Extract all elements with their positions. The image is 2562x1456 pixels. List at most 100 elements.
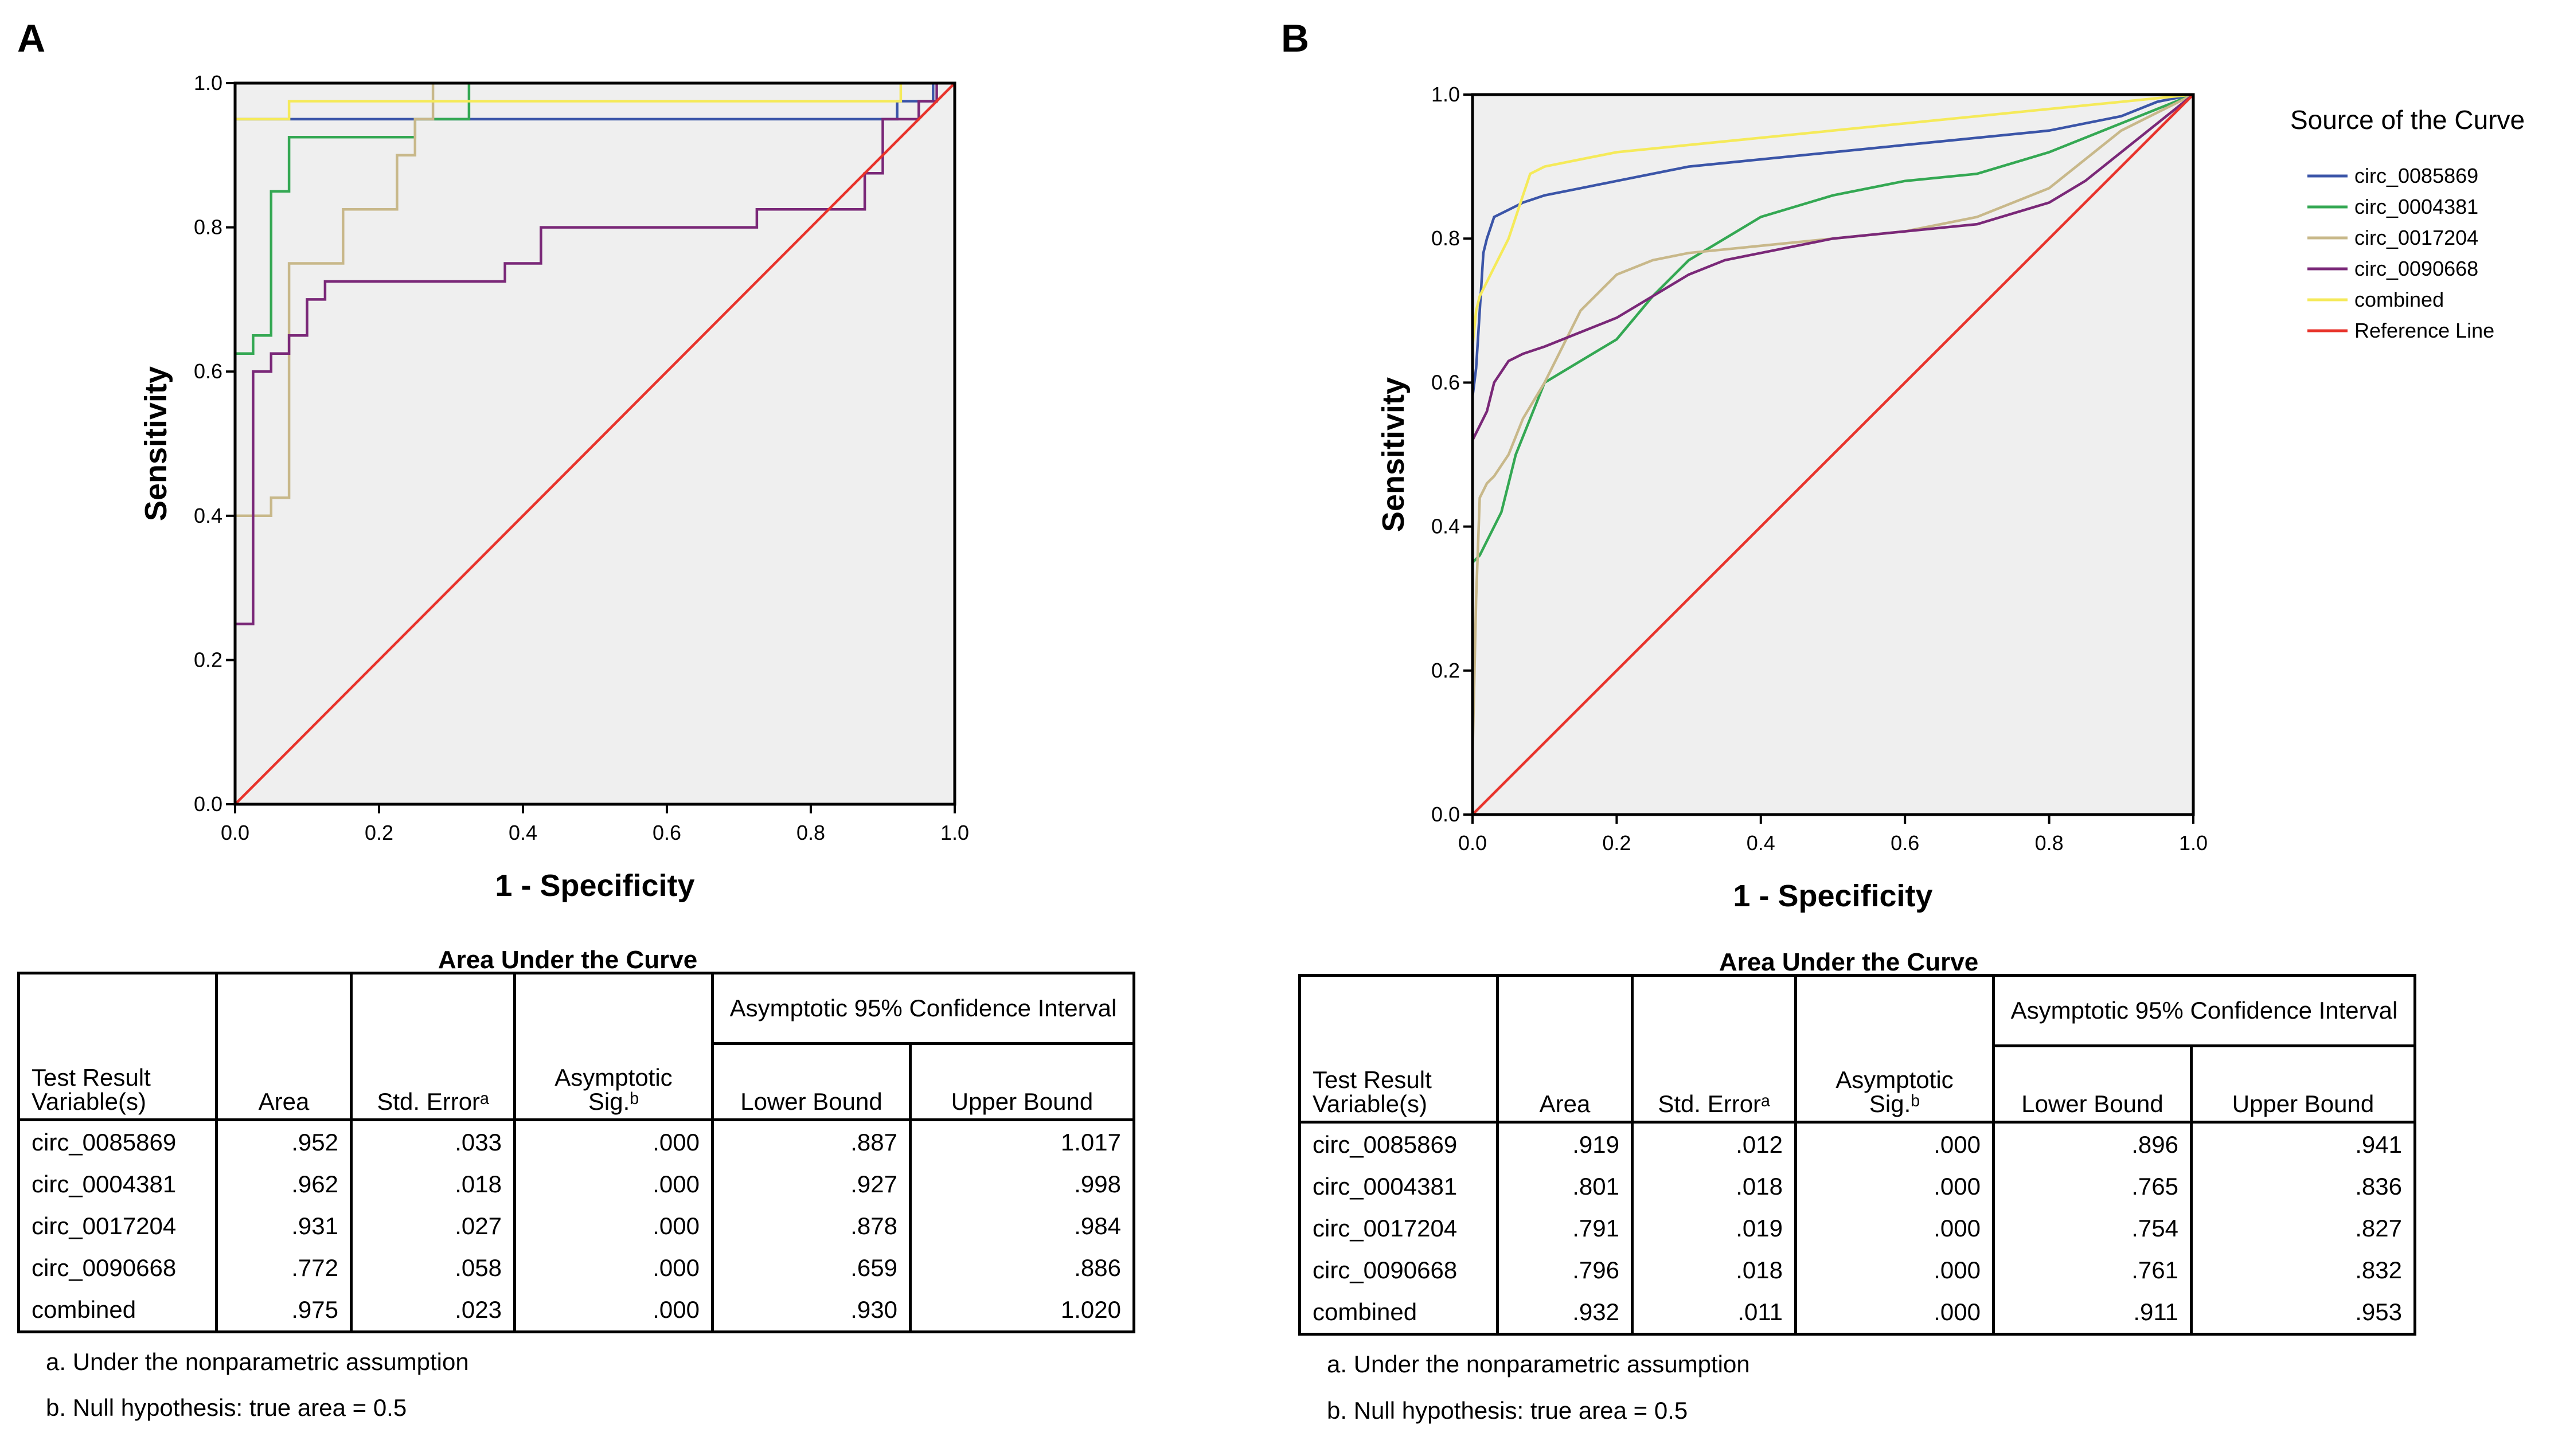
x-tick-label: 1.0 (940, 821, 969, 844)
row-variable: circ_0085869 (17, 1118, 218, 1163)
table-row: circ_0004381.801.018.000.765.836 (1298, 1165, 2416, 1207)
table-cell: .058 (350, 1247, 516, 1289)
table-cell: .011 (1631, 1291, 1797, 1336)
legend-title: Source of the Curve (2290, 105, 2525, 135)
legend-item-circ-0085869: circ_0085869 (2354, 164, 2478, 187)
table-cell: .659 (711, 1247, 912, 1289)
plot-frame (1471, 93, 2195, 816)
table-cell: .019 (1631, 1207, 1797, 1249)
header-area: Area (215, 972, 353, 1121)
table-cell: .962 (215, 1163, 353, 1205)
table-cell: .000 (513, 1205, 714, 1247)
x-tick-label: 0.4 (1747, 831, 1775, 855)
table-cell: .772 (215, 1247, 353, 1289)
table-cell: 1.017 (909, 1118, 1135, 1163)
header-ci: Asymptotic 95% Confidence Interval (711, 972, 1135, 1045)
table-cell: .801 (1496, 1165, 1634, 1207)
table-cell: .018 (1631, 1249, 1797, 1291)
table-cell: .886 (909, 1247, 1135, 1289)
auc-section-a: Area Under the Curve Test Result Variabl… (0, 940, 1281, 1456)
plot-frame (233, 81, 956, 806)
table-cell: .027 (350, 1205, 516, 1247)
table-cell: 1.020 (909, 1289, 1135, 1333)
table-cell: .975 (215, 1289, 353, 1333)
x-tick-label: 0.2 (365, 821, 393, 844)
auc-table-body: circ_0085869.919.012.000.896.941 circ_000… (1298, 1121, 2416, 1336)
header-upper-bound: Upper Bound (2190, 1044, 2416, 1124)
table-cell: .000 (1794, 1291, 1995, 1336)
row-variable: circ_0017204 (1298, 1207, 1499, 1249)
header-sig: Asymptotic Sig.ᵇ (513, 972, 714, 1121)
header-lower-bound: Lower Bound (1992, 1044, 2193, 1124)
x-tick-label: 1.0 (2179, 831, 2208, 855)
legend-item-circ-0017204: circ_0017204 (2354, 226, 2478, 249)
footnote-b: b. Null hypothesis: true area = 0.5 (46, 1394, 407, 1421)
table-row: circ_0090668.796.018.000.761.832 (1298, 1249, 2416, 1291)
y-tick-label: 1.0 (1431, 83, 1460, 106)
legend-item-circ-0090668: circ_0090668 (2354, 257, 2478, 280)
row-variable: circ_0090668 (17, 1247, 218, 1289)
header-ci: Asymptotic 95% Confidence Interval (1992, 974, 2416, 1047)
auc-table: Test Result Variable(s) Area Std. Errorᵃ… (1298, 974, 2416, 1336)
table-cell: .919 (1496, 1121, 1634, 1165)
series-line-circ-0090668 (233, 81, 955, 804)
table-cell: .998 (909, 1163, 1135, 1205)
panel-a: A 0.0 0.0 0.2 0.2 0.4 0.4 0.6 0.6 0.8 0.8 1.0 1.0 1 … (0, 17, 1281, 1456)
y-tick-label: 0.6 (194, 359, 222, 383)
roc-chart-a: A 0.0 0.0 0.2 0.2 0.4 0.4 0.6 0.6 0.8 0.8 1.0 1.0 1 … (17, 17, 969, 903)
row-variable: circ_0004381 (1298, 1165, 1499, 1207)
table-cell: .000 (513, 1163, 714, 1205)
legend-item-combined: combined (2354, 288, 2444, 311)
auc-table-title: Area Under the Curve (438, 946, 698, 974)
table-cell: .000 (1794, 1165, 1995, 1207)
y-tick-label: 0.4 (1431, 515, 1460, 538)
table-row: circ_0085869.952.033.000.887 1.017 (17, 1118, 1135, 1163)
auc-section-b: Area Under the Curve Test Result Variabl… (1281, 940, 2562, 1456)
table-cell: .911 (1992, 1291, 2193, 1336)
table-row: circ_0090668.772.058.000.659.886 (17, 1247, 1135, 1289)
y-tick-label: 0.0 (1431, 803, 1460, 826)
table-cell: .018 (350, 1163, 516, 1205)
row-variable: circ_0017204 (17, 1205, 218, 1247)
table-row: circ_0017204.791.019.000.754.827 (1298, 1207, 2416, 1249)
y-tick-label: 0.2 (194, 648, 222, 671)
legend-item-circ-0004381: circ_0004381 (2354, 195, 2478, 218)
y-tick-label: 0.0 (194, 792, 222, 816)
header-sig: Asymptotic Sig.ᵇ (1794, 974, 1995, 1124)
series-line-circ-0017204 (1471, 93, 2194, 815)
table-cell: .827 (2190, 1207, 2416, 1249)
panel-label: A (17, 17, 45, 60)
footnote-a: a. Under the nonparametric assumption (46, 1348, 469, 1375)
panel-label: B (1281, 17, 1309, 60)
table-cell: .796 (1496, 1249, 1634, 1291)
header-area: Area (1496, 974, 1634, 1124)
table-cell: .878 (711, 1205, 912, 1247)
header-variable: Test Result Variable(s) (1298, 974, 1499, 1124)
series-line-circ-0017204 (233, 81, 955, 804)
y-tick-label: 0.8 (194, 216, 222, 239)
x-tick-label: 0.2 (1602, 831, 1631, 855)
table-cell: .791 (1496, 1207, 1634, 1249)
row-variable: circ_0004381 (17, 1163, 218, 1205)
auc-table-body: circ_0085869.952.033.000.887 1.017 circ_00… (17, 1118, 1135, 1333)
x-axis-title: 1 - Specificity (1733, 879, 1932, 913)
table-cell: .941 (2190, 1121, 2416, 1165)
x-tick-label: 0.6 (1891, 831, 1919, 855)
y-tick-label: 0.2 (1431, 659, 1460, 682)
row-variable: circ_0090668 (1298, 1249, 1499, 1291)
table-cell: .836 (2190, 1165, 2416, 1207)
series-line-circ-0085869 (1471, 93, 2194, 815)
table-cell: .000 (513, 1118, 714, 1163)
x-tick-label: 0.0 (221, 821, 249, 844)
legend-item-reference-line: Reference Line (2354, 319, 2494, 342)
table-cell: .931 (215, 1205, 353, 1247)
header-upper-bound: Upper Bound (909, 1042, 1135, 1121)
table-cell: .932 (1496, 1291, 1634, 1336)
table-cell: .000 (1794, 1207, 1995, 1249)
y-tick-label: 0.6 (1431, 370, 1460, 394)
table-cell: .761 (1992, 1249, 2193, 1291)
x-tick-label: 0.4 (509, 821, 537, 844)
footnote-b: b. Null hypothesis: true area = 0.5 (1327, 1397, 1688, 1424)
x-tick-label: 0.8 (2035, 831, 2064, 855)
y-tick-label: 1.0 (194, 71, 222, 95)
